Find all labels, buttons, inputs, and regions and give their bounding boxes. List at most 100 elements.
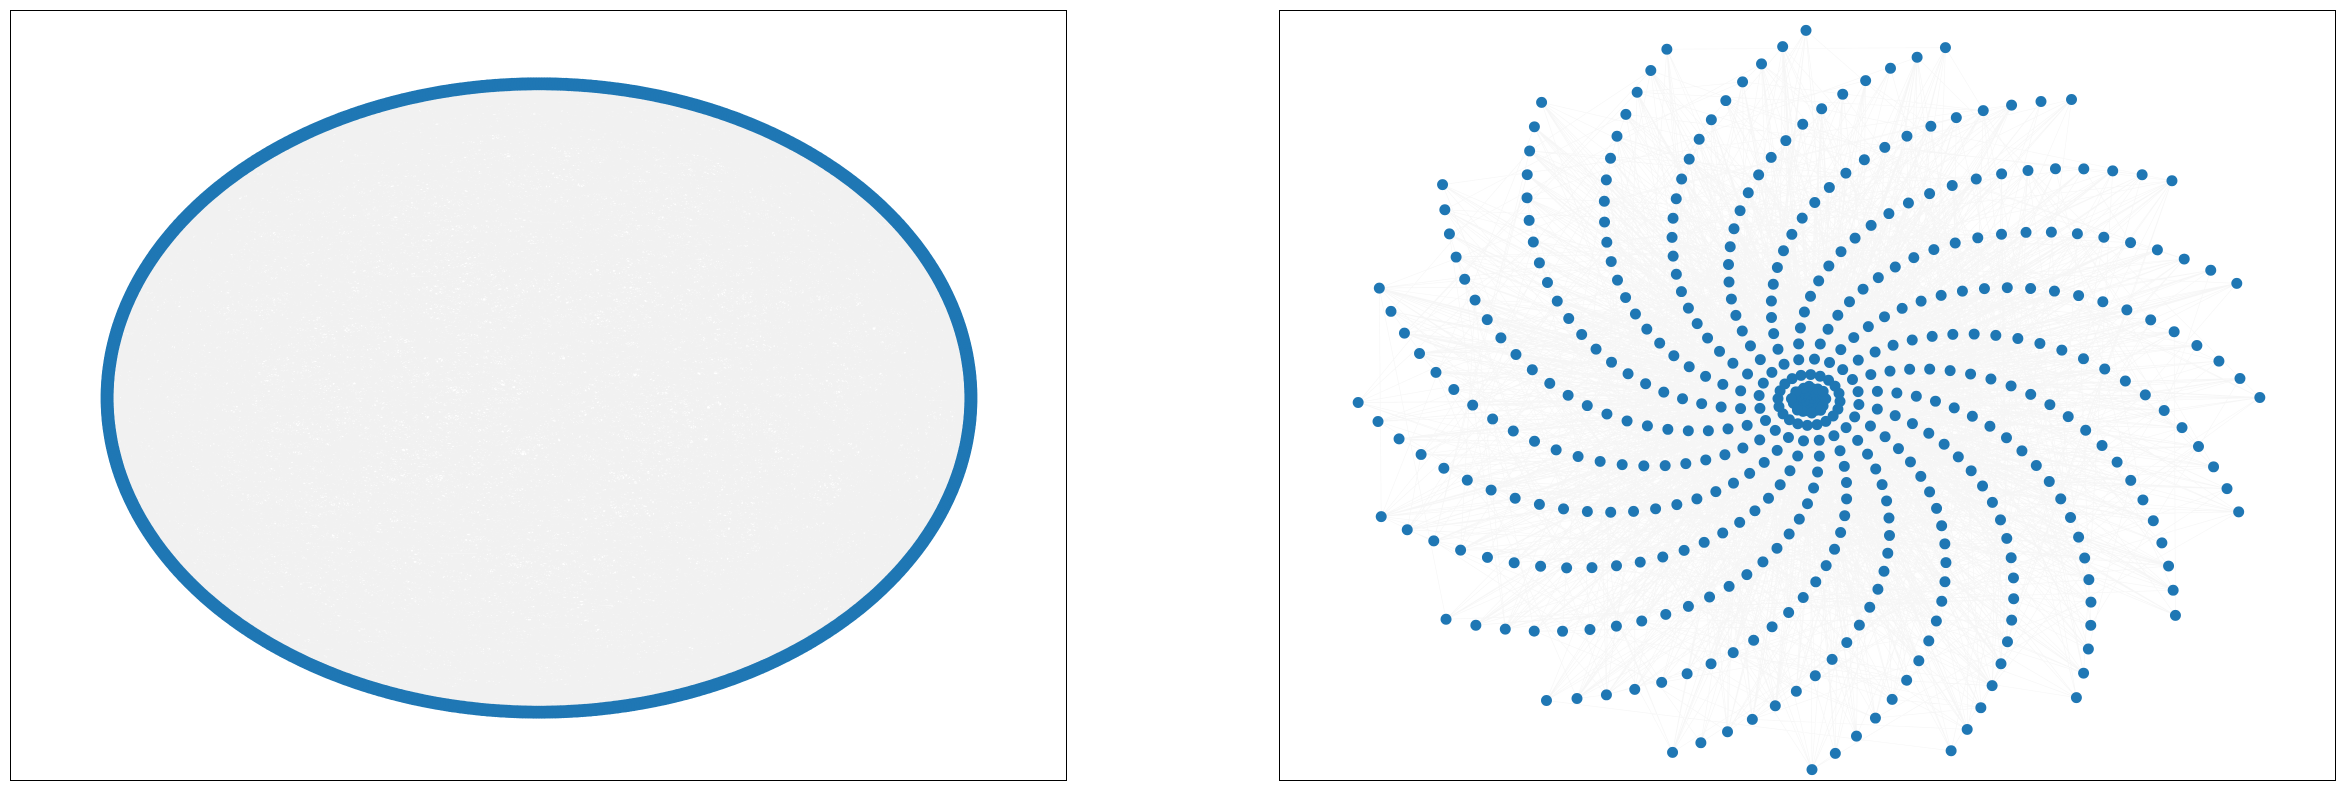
graph-node <box>1437 179 1449 191</box>
graph-node <box>2083 574 2095 586</box>
graph-node <box>1841 476 1852 488</box>
graph-node <box>1906 334 1918 346</box>
graph-node <box>1725 293 1737 305</box>
graph-node <box>1757 377 1769 389</box>
graph-node <box>1723 580 1735 592</box>
graph-node <box>1535 560 1547 572</box>
graph-node <box>1823 260 1835 272</box>
graph-node <box>1948 402 1960 414</box>
graph-node <box>1995 658 2007 670</box>
graph-node <box>1746 713 1758 725</box>
graph-node <box>1924 363 1936 375</box>
graph-node <box>1521 169 1533 181</box>
graph-node <box>1680 458 1692 470</box>
graph-node <box>1826 653 1838 665</box>
graph-node <box>1865 219 1877 231</box>
graph-node <box>1986 496 1998 508</box>
graph-node <box>1645 65 1657 77</box>
graph-node <box>1734 516 1746 528</box>
graph-node <box>1414 348 1425 359</box>
graph-node <box>2098 231 2110 243</box>
graph-node <box>1777 245 1789 257</box>
graph-node <box>2071 228 2083 240</box>
graph-node <box>1628 505 1640 517</box>
graph-node <box>1841 493 1853 505</box>
graph-node <box>1524 145 1536 157</box>
graph-node <box>2000 432 2012 444</box>
graph-node <box>1786 228 1798 240</box>
graph-node <box>1641 323 1653 335</box>
graph-node <box>2020 226 2032 238</box>
graph-node <box>1906 418 1918 430</box>
graph-node <box>1950 112 1962 124</box>
graph-node <box>2097 296 2109 308</box>
graph-node <box>2125 474 2137 486</box>
graph-node <box>2169 609 2181 621</box>
graph-node <box>1481 314 1493 326</box>
circular-layout-panel <box>10 10 1067 781</box>
graph-node <box>1977 105 1989 117</box>
graph-node <box>1869 712 1881 724</box>
graph-node <box>1667 250 1679 262</box>
graph-node <box>1683 361 1695 373</box>
graph-node <box>1802 498 1813 510</box>
graph-node <box>1881 495 1893 507</box>
graph-node <box>1675 286 1687 298</box>
graph-node <box>1677 393 1689 405</box>
graph-node <box>1822 323 1834 335</box>
graph-node <box>1741 569 1753 581</box>
graph-node <box>2221 483 2233 495</box>
graph-node <box>1864 420 1876 432</box>
graph-nodes <box>100 77 978 719</box>
graph-node <box>1796 212 1808 224</box>
graph-node <box>2001 282 2013 294</box>
graph-node <box>1772 343 1784 355</box>
graph-node <box>1758 456 1770 468</box>
graph-node <box>1891 387 1903 399</box>
graph-node <box>1666 231 1678 243</box>
graph-node <box>1915 470 1927 482</box>
graph-node <box>1730 309 1742 321</box>
graph-node <box>1794 322 1806 334</box>
graph-node <box>1930 615 1942 627</box>
graph-node <box>1741 419 1753 431</box>
graph-node <box>1461 474 1473 486</box>
graph-node <box>2065 511 2077 523</box>
graph-node <box>1956 285 1968 297</box>
graph-node <box>1640 378 1652 390</box>
graph-node <box>1815 404 1827 416</box>
graph-node <box>1778 358 1790 370</box>
graph-node <box>1911 51 1923 63</box>
graph-node <box>1438 462 1450 474</box>
graph-node <box>2048 285 2060 297</box>
graph-node <box>1837 364 1849 376</box>
graph-node <box>1695 737 1707 749</box>
graph-node <box>1841 637 1853 649</box>
graph-node <box>1968 328 1980 340</box>
graph-node <box>1913 655 1925 667</box>
graph-node <box>2007 572 2019 584</box>
graph-node <box>1533 498 1545 510</box>
graph-node <box>1754 434 1766 446</box>
graph-node <box>2151 244 2163 256</box>
graph-node <box>1936 520 1948 532</box>
graph-node <box>1654 337 1666 349</box>
graph-node <box>1616 459 1628 471</box>
graph-node <box>1508 557 1520 569</box>
graph-node <box>1658 386 1670 398</box>
graph-node <box>1771 444 1783 456</box>
graph-node <box>1813 275 1825 287</box>
graph-node <box>1886 693 1898 705</box>
graph-node <box>2044 399 2056 411</box>
graph-node <box>1744 467 1756 479</box>
graph-node <box>1925 120 1937 132</box>
graph-node <box>1887 339 1899 351</box>
graph-node <box>1884 529 1895 541</box>
graph-node <box>2055 493 2067 505</box>
graph-node <box>1939 538 1951 550</box>
graph-node <box>2085 596 2097 608</box>
graph-node <box>1661 43 1673 55</box>
graph-node <box>1393 433 1405 445</box>
graph-node <box>1760 414 1771 426</box>
graph-node <box>1820 560 1832 572</box>
